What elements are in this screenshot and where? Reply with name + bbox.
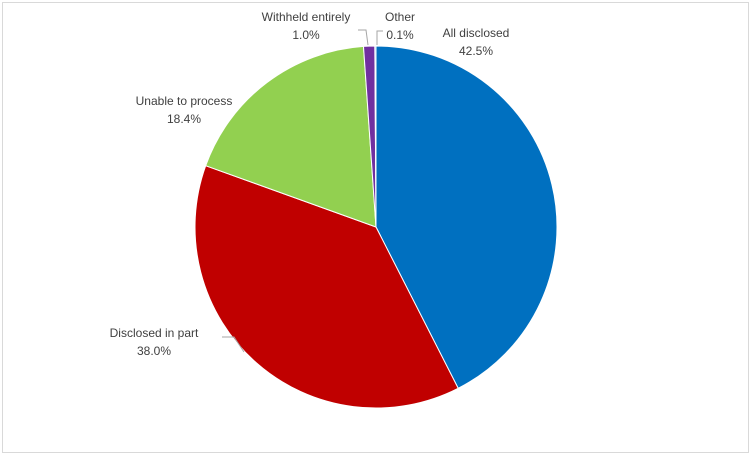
pie-slice-disclosed-in-part: [194, 165, 459, 409]
slice-value-disclosed-in-part: 38.0%: [137, 344, 171, 358]
leader-line-withheld-entirely: [358, 29, 369, 46]
slice-value-other: 0.1%: [386, 28, 414, 42]
slice-value-unable-to-process: 18.4%: [167, 112, 201, 126]
pie-slice-other: [374, 45, 377, 228]
pie-slice-all-disclosed: [375, 45, 558, 389]
leader-line-disclosed-in-part: [222, 336, 245, 353]
slice-label-withheld-entirely: Withheld entirely: [262, 10, 351, 24]
slice-label-other: Other: [385, 10, 415, 24]
leader-lines: [222, 29, 383, 353]
data-labels: All disclosed 42.5% Disclosed in part 38.0%…: [110, 10, 510, 358]
slice-label-disclosed-in-part: Disclosed in part: [110, 326, 199, 340]
slice-value-all-disclosed: 42.5%: [459, 44, 493, 58]
slice-label-unable-to-process: Unable to process: [136, 94, 233, 108]
slice-label-all-disclosed: All disclosed: [443, 26, 510, 40]
pie-slices: [194, 45, 558, 409]
pie-slice-unable-to-process: [205, 45, 377, 228]
slice-value-withheld-entirely: 1.0%: [292, 28, 320, 42]
leader-line-other: [376, 30, 383, 45]
